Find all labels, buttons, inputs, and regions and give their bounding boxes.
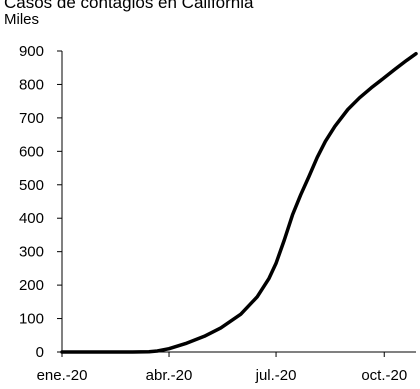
data-point — [219, 326, 222, 330]
series-layer — [60, 51, 418, 354]
data-point — [414, 52, 418, 55]
data-point — [131, 350, 134, 354]
y-tick-label: 500 — [19, 177, 44, 194]
data-point — [299, 193, 302, 196]
y-tick-label: 700 — [19, 110, 44, 127]
data-point — [60, 350, 64, 354]
x-axis: ene.-20 abr.-20 jul.-20 oct.-20 — [37, 351, 416, 384]
data-point — [307, 175, 311, 178]
y-axis: 0 100 200 300 400 500 600 700 800 900 — [19, 43, 63, 361]
data-point — [156, 349, 159, 353]
y-tick-label: 300 — [19, 244, 44, 261]
data-point — [283, 238, 286, 242]
y-tick-label: 0 — [36, 344, 44, 361]
data-point — [167, 347, 171, 350]
chart-title: Casos de contagios en California — [4, 0, 254, 12]
y-units-label: Miles — [4, 11, 40, 28]
y-tick-label: 100 — [19, 311, 44, 328]
y-tick-label: 800 — [19, 76, 44, 93]
data-point — [239, 313, 242, 316]
x-tick-label: ene.-20 — [37, 367, 88, 384]
data-point — [267, 277, 271, 280]
data-point — [274, 262, 278, 265]
data-point — [324, 140, 327, 143]
y-tick-label: 600 — [19, 143, 44, 160]
data-point — [97, 350, 100, 354]
data-point — [333, 125, 337, 128]
data-point — [346, 108, 349, 111]
x-tick-label: oct.-20 — [361, 367, 407, 384]
y-tick-label: 900 — [19, 43, 44, 60]
data-point — [291, 213, 294, 217]
y-tick-label: 400 — [19, 210, 44, 227]
data-point — [256, 295, 259, 298]
data-point — [393, 68, 396, 71]
data-point — [370, 86, 373, 90]
data-point — [184, 342, 187, 345]
series-line — [60, 51, 418, 354]
data-point — [358, 96, 361, 100]
data-point — [316, 156, 319, 159]
y-tick-label: 200 — [19, 277, 44, 294]
data-point — [147, 350, 151, 353]
data-point — [405, 59, 408, 62]
data-point — [383, 76, 386, 80]
data-point — [203, 335, 206, 338]
x-tick-label: jul.-20 — [255, 367, 297, 384]
x-tick-label: abr.-20 — [146, 367, 193, 384]
